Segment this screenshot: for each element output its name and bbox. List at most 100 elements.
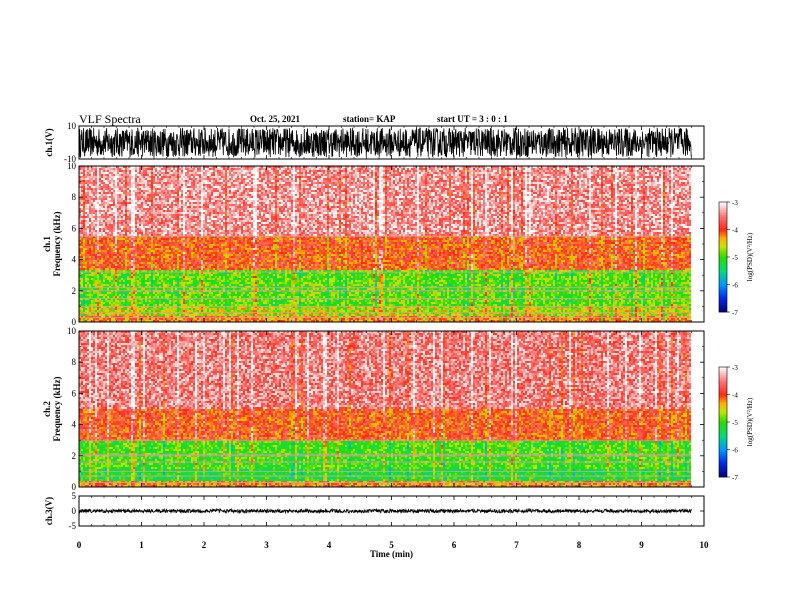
colorbar-cell bbox=[719, 372, 727, 375]
x-tick-label: 5 bbox=[389, 540, 394, 550]
y-tick-label: -5 bbox=[69, 521, 77, 531]
colorbar-cell bbox=[719, 216, 727, 219]
colorbar-cell bbox=[719, 235, 727, 238]
colorbar-tick-label: -3 bbox=[732, 364, 738, 372]
x-tick-label: 0 bbox=[77, 540, 82, 550]
colorbar-cell bbox=[719, 246, 727, 249]
colorbar-cell bbox=[719, 447, 727, 450]
colorbar-cell bbox=[719, 403, 727, 406]
colorbar-cell bbox=[719, 420, 727, 423]
colorbar-tick-label: -3 bbox=[732, 199, 738, 207]
colorbar-cell bbox=[719, 368, 727, 371]
colorbar-cell bbox=[719, 418, 727, 421]
x-tick-label: 7 bbox=[514, 540, 519, 550]
colorbar-cell bbox=[719, 379, 727, 382]
colorbar-cell bbox=[719, 255, 727, 258]
x-tick-label: 9 bbox=[639, 540, 644, 550]
colorbar-cell bbox=[719, 264, 727, 267]
colorbar-cell bbox=[719, 370, 727, 373]
colorbar-tick-label: -6 bbox=[732, 282, 738, 290]
colorbar-cell bbox=[719, 220, 727, 223]
colorbar-cell bbox=[719, 412, 727, 415]
chart-title: VLF Spectra bbox=[79, 112, 141, 127]
colorbar-cell bbox=[719, 209, 727, 212]
x-tick-label: 4 bbox=[327, 540, 332, 550]
y-tick-label: 0 bbox=[72, 482, 77, 492]
colorbar-cell bbox=[719, 451, 727, 454]
colorbar-cell bbox=[719, 460, 727, 463]
colorbar-cell bbox=[719, 423, 727, 426]
colorbar-cell bbox=[719, 409, 727, 412]
ch1-waveform-ylabel: ch.1(V) bbox=[44, 128, 54, 156]
start-time-label: start UT = 3 : 0 : 1 bbox=[437, 114, 508, 124]
colorbar-cell bbox=[719, 257, 727, 260]
ch1-waveform-trace bbox=[78, 127, 692, 159]
colorbar-cell bbox=[719, 473, 727, 476]
ch1-spectrogram-panel: 0 2 4 6 8 10 ch.1Frequency (kHz) bbox=[42, 161, 705, 327]
colorbar-cell bbox=[719, 251, 727, 254]
y-axis-label-line: ch.1(V) bbox=[44, 128, 54, 156]
colorbar-cell bbox=[719, 308, 727, 311]
colorbar-cell bbox=[719, 389, 727, 392]
colorbar-cell bbox=[719, 271, 727, 274]
y-tick-label: -10 bbox=[64, 154, 76, 164]
ch1-colorbar: -3 -4 -5 -6 -7 log(PSD)(V²/Hz) bbox=[718, 199, 754, 317]
colorbar-cell bbox=[719, 381, 727, 384]
y-tick-label: 6 bbox=[72, 223, 77, 233]
colorbar-cell bbox=[719, 211, 727, 214]
colorbar-cell bbox=[719, 310, 727, 313]
colorbar-cell bbox=[719, 269, 727, 272]
colorbar-cell bbox=[719, 295, 727, 298]
colorbar-tick-label: -5 bbox=[732, 419, 738, 427]
colorbar-cell bbox=[719, 422, 727, 425]
ch3-waveform-ylabel: ch.3(V) bbox=[44, 497, 54, 525]
colorbar-tick-label: -7 bbox=[732, 309, 738, 317]
ch2-spectrogram-ylabel: ch.2Frequency (kHz) bbox=[42, 376, 62, 441]
colorbar-cell bbox=[719, 280, 727, 283]
colorbar-cell bbox=[719, 273, 727, 276]
colorbar-cell bbox=[719, 306, 727, 309]
colorbar-cell bbox=[719, 455, 727, 458]
colorbar-cell bbox=[719, 466, 727, 469]
colorbar-cell bbox=[719, 392, 727, 395]
colorbar-cell bbox=[719, 288, 727, 291]
colorbar-cell bbox=[719, 475, 727, 478]
colorbar-cell bbox=[719, 279, 727, 282]
colorbar-cell bbox=[719, 242, 727, 245]
x-tick-label: 2 bbox=[202, 540, 207, 550]
colorbar-cell bbox=[719, 416, 727, 419]
colorbar-cell bbox=[719, 453, 727, 456]
colorbar-cell bbox=[719, 433, 727, 436]
colorbar-cell bbox=[719, 467, 727, 470]
y-tick-label: 8 bbox=[72, 357, 77, 367]
x-tick-label: 1 bbox=[139, 540, 144, 550]
colorbar-cell bbox=[719, 284, 727, 287]
colorbar-cell bbox=[719, 297, 727, 300]
y-axis-label-line: ch.3(V) bbox=[44, 497, 54, 525]
colorbar-cell bbox=[719, 291, 727, 294]
x-tick-label: 3 bbox=[264, 540, 269, 550]
colorbar-cell bbox=[719, 445, 727, 448]
colorbar-cell bbox=[719, 205, 727, 208]
colorbar-tick-label: -6 bbox=[732, 447, 738, 455]
x-axis-label: Time (min) bbox=[370, 549, 413, 559]
colorbar-cell bbox=[719, 429, 727, 432]
colorbar-cell bbox=[719, 396, 727, 399]
colorbar-cell bbox=[719, 207, 727, 210]
colorbar-cell bbox=[719, 378, 727, 381]
y-tick-label: 6 bbox=[72, 388, 77, 398]
colorbar-cell bbox=[719, 438, 727, 441]
colorbar-cell bbox=[719, 290, 727, 293]
colorbar-cell bbox=[719, 286, 727, 289]
colorbar-cell bbox=[719, 400, 727, 403]
colorbar-cell bbox=[719, 218, 727, 221]
x-tick-label: 6 bbox=[452, 540, 457, 550]
colorbar-tick-label: -7 bbox=[732, 474, 738, 482]
colorbar-cell bbox=[719, 225, 727, 228]
y-tick-label: 10 bbox=[67, 161, 77, 171]
y-tick-label: 2 bbox=[72, 451, 77, 461]
colorbar-cell bbox=[719, 427, 727, 430]
y-tick-label: 5 bbox=[72, 491, 77, 501]
colorbar-cell bbox=[719, 434, 727, 437]
colorbar-cell bbox=[719, 390, 727, 393]
